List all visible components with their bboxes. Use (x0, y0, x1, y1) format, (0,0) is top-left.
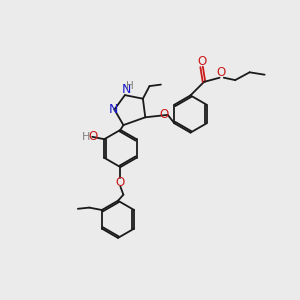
Text: O: O (159, 108, 169, 122)
Text: O: O (89, 130, 98, 143)
Text: H: H (82, 132, 91, 142)
Text: N: N (122, 83, 131, 97)
Text: N: N (109, 103, 118, 116)
Text: O: O (197, 55, 206, 68)
Text: H: H (126, 81, 134, 91)
Text: O: O (216, 66, 225, 79)
Text: O: O (116, 176, 125, 189)
